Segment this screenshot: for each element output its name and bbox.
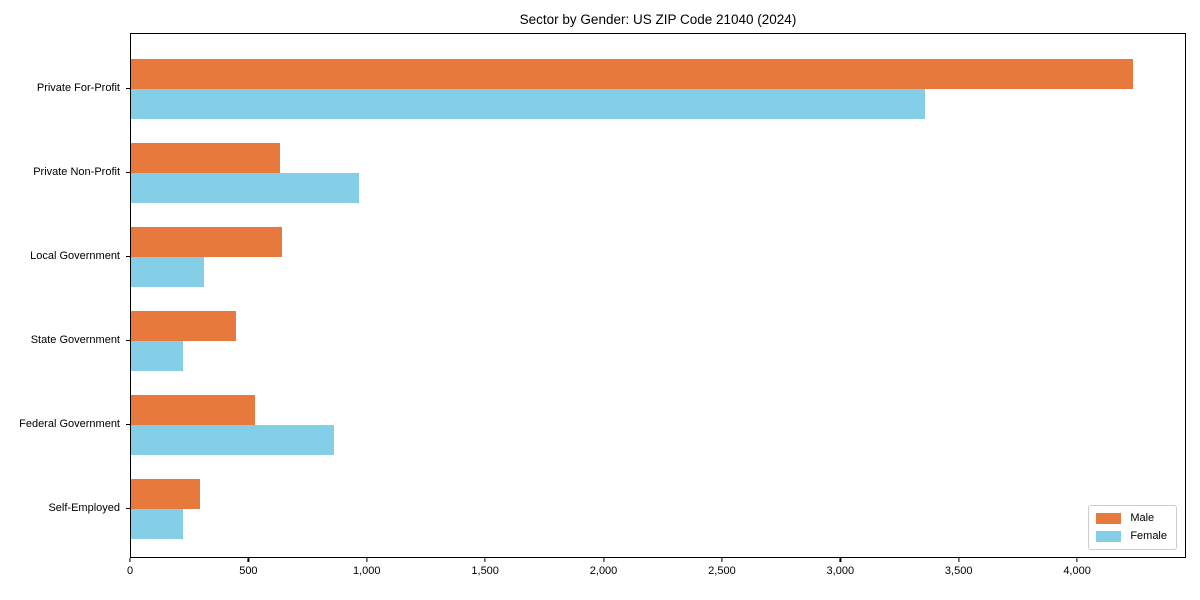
bar-group-4 <box>131 395 1185 455</box>
x-axis: 0 500 1,000 1,500 2,000 2,500 3,000 3,500 4,000 <box>126 558 1186 588</box>
xtick-mark-3 <box>484 558 486 562</box>
ytick-label-0: Private For-Profit <box>36 82 120 94</box>
bars-layer <box>131 34 1185 557</box>
bar-male-4 <box>131 395 256 425</box>
ytick-label-1: Private Non-Profit <box>33 166 120 178</box>
legend-label-male: Male <box>1130 512 1155 524</box>
xtick-label-5: 2,500 <box>708 565 736 577</box>
xtick-label-1: 500 <box>239 565 258 577</box>
xtick-label-8: 4,000 <box>1063 565 1091 577</box>
bar-male-1 <box>131 143 280 173</box>
xtick-mark-6 <box>839 558 841 562</box>
legend-item-male: Male <box>1096 512 1167 525</box>
bar-group-5 <box>131 479 1185 539</box>
xtick-label-4: 2,000 <box>589 565 618 577</box>
plot-area: Male Female <box>130 33 1186 558</box>
xtick-mark-8 <box>1076 558 1078 562</box>
xtick-label-3: 1,500 <box>471 565 499 577</box>
xtick-mark-1 <box>247 558 249 562</box>
bar-male-5 <box>131 479 200 509</box>
bar-female-3 <box>131 341 183 371</box>
xtick-mark-5 <box>721 558 723 562</box>
bar-female-4 <box>131 425 335 455</box>
ytick-label-3: State Government <box>30 334 120 346</box>
xtick-label-0: 0 <box>126 565 134 577</box>
xtick-mark-7 <box>958 558 960 562</box>
ytick-mark-1 <box>126 171 130 173</box>
legend-item-female: Female <box>1096 530 1167 543</box>
bar-group-2 <box>131 227 1185 287</box>
male-series-swatch <box>1096 513 1122 524</box>
bar-male-2 <box>131 227 283 257</box>
xtick-label-2: 1,000 <box>353 565 381 577</box>
y-axis: Private For-Profit Private Non-Profit Loca… <box>0 33 130 558</box>
xtick-mark-2 <box>366 558 368 562</box>
bar-group-0 <box>131 59 1185 119</box>
bar-female-0 <box>131 89 926 119</box>
ytick-mark-3 <box>126 339 130 341</box>
legend: Male Female <box>1088 505 1177 550</box>
ytick-mark-5 <box>126 507 130 509</box>
female-series-swatch <box>1096 531 1122 542</box>
ytick-mark-4 <box>126 423 130 425</box>
ytick-label-4: Federal Government <box>19 418 120 430</box>
bar-male-0 <box>131 59 1133 89</box>
bar-group-3 <box>131 311 1185 371</box>
xtick-mark-0 <box>129 558 131 562</box>
ytick-label-5: Self-Employed <box>48 502 120 514</box>
legend-label-female: Female <box>1130 530 1167 542</box>
xtick-label-7: 3,500 <box>944 565 973 577</box>
bar-female-2 <box>131 257 205 287</box>
bar-group-1 <box>131 143 1185 203</box>
chart-title: Sector by Gender: US ZIP Code 21040 (202… <box>519 12 797 27</box>
ytick-label-2: Local Government <box>30 250 120 262</box>
bar-male-3 <box>131 311 237 341</box>
bar-female-1 <box>131 173 360 203</box>
ytick-mark-0 <box>126 87 130 89</box>
ytick-mark-2 <box>126 255 130 257</box>
bar-female-5 <box>131 509 183 539</box>
xtick-mark-4 <box>602 558 605 562</box>
xtick-label-6: 3,000 <box>826 565 855 577</box>
